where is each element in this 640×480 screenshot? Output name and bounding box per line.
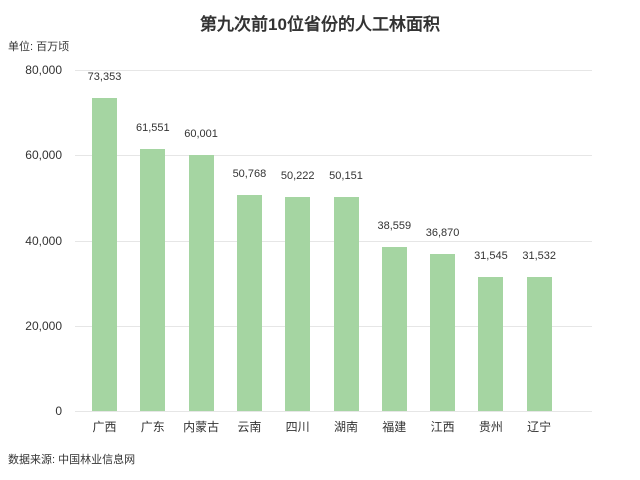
bar-贵州: [478, 276, 504, 411]
y-tick-label: 80,000: [25, 63, 62, 77]
bar-value-label: 36,870: [425, 226, 460, 239]
gridline: [75, 70, 592, 71]
bar-湖南: [333, 197, 359, 411]
bar-category-label: 广东: [140, 420, 165, 434]
chart-title: 第九次前10位省份的人工林面积: [200, 15, 440, 34]
y-tick-label: 20,000: [25, 318, 62, 333]
bar-category-label: 四川: [285, 420, 310, 434]
plot-area: 73,353 广西 61,551 广东 60,001 内蒙古 50,768 云南 50,222 四…: [75, 70, 592, 434]
bar-value-label: 73,353: [87, 71, 122, 84]
gridline: [75, 155, 592, 157]
bar-云南: [236, 194, 262, 411]
bar-value-label: 31,545: [474, 249, 508, 262]
bar-四川: [285, 196, 311, 411]
bar-category-label: 湖南: [333, 420, 358, 434]
y-axis-unit-label: 单位: 百万顷: [8, 41, 70, 53]
bar-category-label: 云南: [237, 420, 262, 434]
y-tick-label: 0: [55, 404, 62, 418]
y-axis-tick-labels: 0 20,000 40,000 60,000 80,000: [0, 63, 62, 418]
bar-江西: [430, 253, 456, 411]
bar-category-label: 辽宁: [527, 420, 552, 434]
bar-value-label: 50,222: [280, 169, 315, 182]
bar-category-label: 贵州: [478, 420, 503, 434]
bar-category-label: 广西: [92, 420, 117, 434]
y-tick-label: 40,000: [25, 233, 62, 248]
gridline: [75, 411, 592, 412]
bar-category-label: 福建: [382, 420, 407, 434]
bar-广西: [92, 98, 117, 411]
bar-value-label: 61,551: [135, 121, 170, 134]
bar-内蒙古: [188, 155, 214, 411]
bar-category-label: 内蒙古: [183, 420, 220, 434]
bar-value-label: 31,532: [522, 249, 557, 262]
bar-福建: [381, 246, 407, 411]
bar-广东: [140, 148, 166, 411]
bar-value-label: 50,151: [329, 170, 363, 183]
data-source-label: 数据来源: 中国林业信息网: [8, 454, 136, 466]
bar-value-label: 60,001: [184, 128, 218, 141]
y-tick-label: 60,000: [25, 148, 62, 163]
bar-辽宁: [526, 276, 552, 411]
bar-value-label: 50,768: [232, 167, 267, 180]
bar-category-label: 江西: [430, 420, 455, 434]
bar-value-label: 38,559: [377, 219, 412, 232]
